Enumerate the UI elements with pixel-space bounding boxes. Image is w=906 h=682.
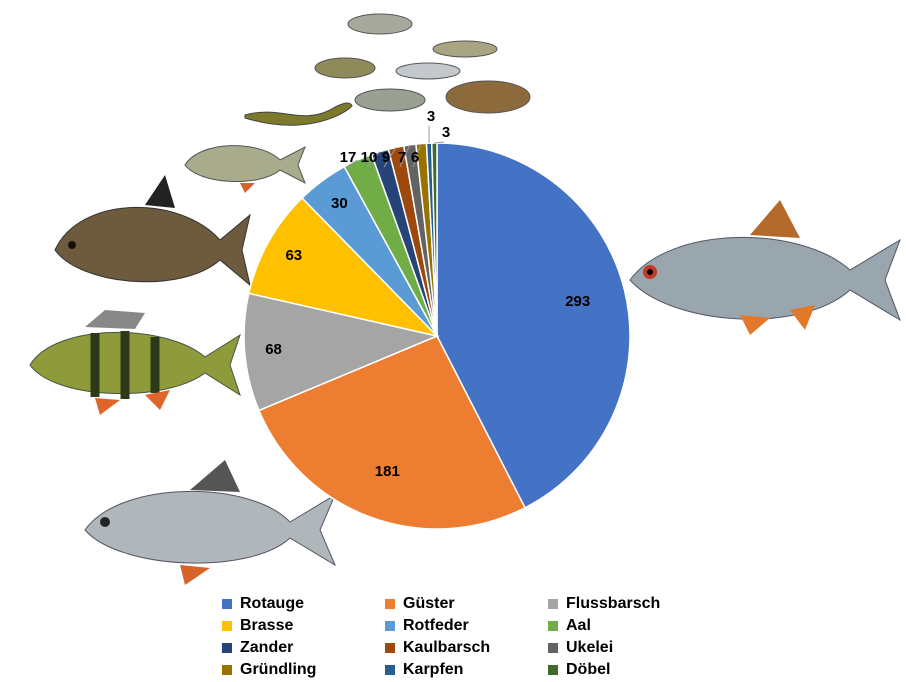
data-label: 181 <box>375 463 400 480</box>
legend-label: Gründling <box>240 661 316 678</box>
data-label: 3 <box>427 108 435 125</box>
legend-label: Karpfen <box>403 661 463 678</box>
data-label: 293 <box>565 293 590 310</box>
legend-swatch <box>385 599 395 609</box>
legend-label: Rotfeder <box>403 617 469 634</box>
legend-swatch <box>222 643 232 653</box>
fish-illustration <box>347 13 413 35</box>
data-label: 3 <box>442 124 450 141</box>
legend-label: Flussbarsch <box>566 595 660 612</box>
fish-illustration <box>314 57 376 79</box>
legend-swatch <box>548 643 558 653</box>
leader-line <box>383 147 397 168</box>
data-label: 9 <box>382 149 390 166</box>
legend-label: Döbel <box>566 661 610 678</box>
legend-label: Brasse <box>240 617 293 634</box>
fish-illustration <box>84 460 337 585</box>
fish-illustration <box>184 145 306 193</box>
pie-slice <box>247 196 440 338</box>
pie-slice <box>257 335 527 530</box>
legend-swatch <box>548 621 558 631</box>
fish-illustration <box>629 200 901 335</box>
leader-line <box>399 144 411 168</box>
data-label: 17 <box>340 149 357 166</box>
legend-swatch <box>222 599 232 609</box>
fish-illustration <box>244 102 353 126</box>
data-label: 6 <box>411 149 419 166</box>
fish-illustration <box>54 175 251 287</box>
data-label: 10 <box>361 149 378 166</box>
fish-illustrations <box>29 13 901 585</box>
legend-swatch <box>548 599 558 609</box>
legend-label: Ukelei <box>566 639 613 656</box>
fish-illustration <box>445 80 531 114</box>
legend-swatch <box>222 621 232 631</box>
data-label: 68 <box>265 341 282 358</box>
legend-swatch <box>548 665 558 675</box>
legend-label: Kaulbarsch <box>403 639 490 656</box>
pie-slice <box>243 292 440 412</box>
leader-line <box>412 143 422 168</box>
legend-label: Güster <box>403 595 455 612</box>
data-label: 63 <box>285 247 302 264</box>
fish-illustration <box>395 62 461 80</box>
data-label: 7 <box>398 149 406 166</box>
legend-swatch <box>385 621 395 631</box>
legend-label: Rotauge <box>240 595 304 612</box>
fish-illustration <box>432 40 498 58</box>
legend-label: Aal <box>566 617 591 634</box>
data-label: 30 <box>331 195 348 212</box>
leader-line <box>366 151 381 168</box>
legend-swatch <box>385 643 395 653</box>
legend-label: Zander <box>240 639 293 656</box>
fish-illustration <box>29 310 241 415</box>
pie-slice <box>436 142 631 509</box>
legend-swatch <box>222 665 232 675</box>
leader-line <box>434 141 445 144</box>
legend-swatch <box>385 665 395 675</box>
leader-line <box>345 159 358 168</box>
fish-illustration <box>354 88 426 112</box>
